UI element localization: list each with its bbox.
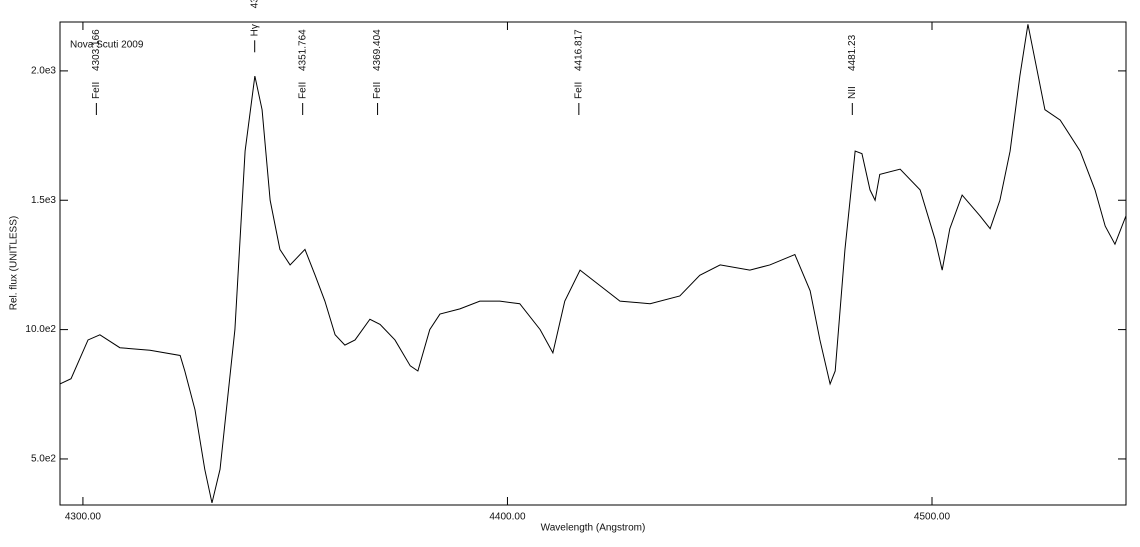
wavelength-label: 4303.166 [91, 29, 102, 71]
plot-frame [59, 21, 1127, 506]
ion-label: FeII [372, 82, 383, 99]
y-tick-label: 5.0e2 [31, 454, 56, 465]
x-tick-label: 4300.00 [65, 512, 102, 523]
y-axis-label: Rel. flux (UNITLESS) [9, 216, 20, 310]
y-tick-label: 1.5e3 [31, 195, 56, 206]
y-tick-label: 2.0e3 [31, 66, 56, 77]
ion-label: FeII [573, 82, 584, 99]
ion-label: Hγ [249, 24, 260, 36]
x-axis-label: Wavelength (Angstrom) [541, 523, 646, 534]
ion-label: FeII [91, 82, 102, 99]
wavelength-label: 4351.764 [297, 29, 308, 71]
ion-label: NII [847, 86, 858, 99]
wavelength-label: 4481.23 [847, 34, 858, 71]
x-tick-label: 4400.00 [489, 512, 526, 523]
wavelength-label: 4416.817 [573, 29, 584, 71]
wavelength-label: 4340.462 [249, 0, 260, 8]
chart-title: Nova Scuti 2009 [70, 40, 144, 51]
x-tick-label: 4500.00 [914, 512, 951, 523]
y-tick-label: 10.0e2 [25, 324, 56, 335]
ion-label: FeII [297, 82, 308, 99]
wavelength-label: 4369.404 [372, 29, 383, 71]
spectrum-line [60, 24, 1126, 504]
